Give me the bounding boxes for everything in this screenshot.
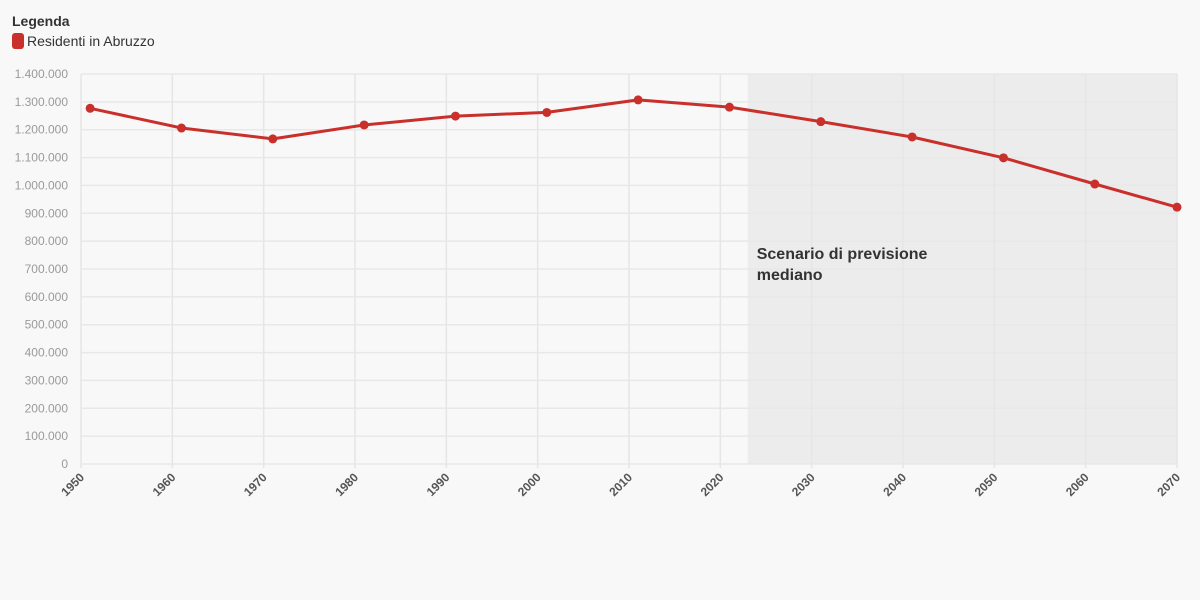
- x-tick-label: 2060: [1063, 470, 1092, 499]
- data-point: [542, 107, 552, 117]
- legend-item-label: Residenti in Abruzzo: [27, 33, 155, 49]
- data-point: [633, 95, 643, 105]
- data-point: [176, 123, 186, 133]
- forecast-annotation: mediano: [757, 267, 823, 284]
- y-tick-label: 600.000: [25, 290, 69, 304]
- y-tick-label: 800.000: [25, 234, 69, 248]
- legend-title: Legenda: [12, 13, 70, 29]
- legend-item-residenti[interactable]: Residenti in Abruzzo: [12, 33, 155, 49]
- data-point: [85, 103, 95, 113]
- y-tick-label: 100.000: [25, 429, 69, 443]
- y-tick-label: 1.000.000: [15, 178, 69, 192]
- x-tick-label: 1970: [241, 470, 270, 499]
- forecast-annotation: Scenario di previsione: [757, 246, 928, 263]
- x-tick-label: 2040: [880, 470, 909, 499]
- x-tick-label: 2020: [698, 470, 727, 499]
- y-tick-label: 500.000: [25, 318, 69, 332]
- x-tick-label: 2010: [606, 470, 635, 499]
- data-point: [1172, 202, 1182, 212]
- x-tick-label: 2050: [972, 470, 1001, 499]
- y-tick-label: 1.200.000: [15, 123, 69, 137]
- x-tick-label: 1950: [58, 470, 87, 499]
- data-point: [816, 117, 826, 127]
- x-tick-label: 1960: [150, 470, 179, 499]
- x-tick-label: 1980: [332, 470, 361, 499]
- data-point: [268, 134, 278, 144]
- data-point: [450, 111, 460, 121]
- x-tick-label: 2030: [789, 470, 818, 499]
- y-tick-label: 400.000: [25, 346, 69, 360]
- legend: Legenda Residenti in Abruzzo: [12, 12, 155, 49]
- y-tick-label: 1.100.000: [15, 151, 69, 165]
- y-tick-label: 700.000: [25, 262, 69, 276]
- data-point: [1090, 179, 1100, 189]
- x-tick-label: 2070: [1154, 470, 1183, 499]
- data-point: [724, 102, 734, 112]
- y-tick-label: 900.000: [25, 206, 69, 220]
- x-tick-label: 1990: [424, 470, 453, 499]
- y-tick-label: 1.400.000: [15, 67, 69, 81]
- y-tick-label: 1.300.000: [15, 95, 69, 109]
- data-point: [907, 132, 917, 142]
- data-point: [998, 153, 1008, 163]
- x-tick-label: 2000: [515, 470, 544, 499]
- data-point: [359, 120, 369, 130]
- y-tick-label: 300.000: [25, 373, 69, 387]
- y-tick-label: 200.000: [25, 401, 69, 415]
- legend-swatch: [12, 33, 24, 49]
- y-tick-label: 0: [61, 457, 68, 471]
